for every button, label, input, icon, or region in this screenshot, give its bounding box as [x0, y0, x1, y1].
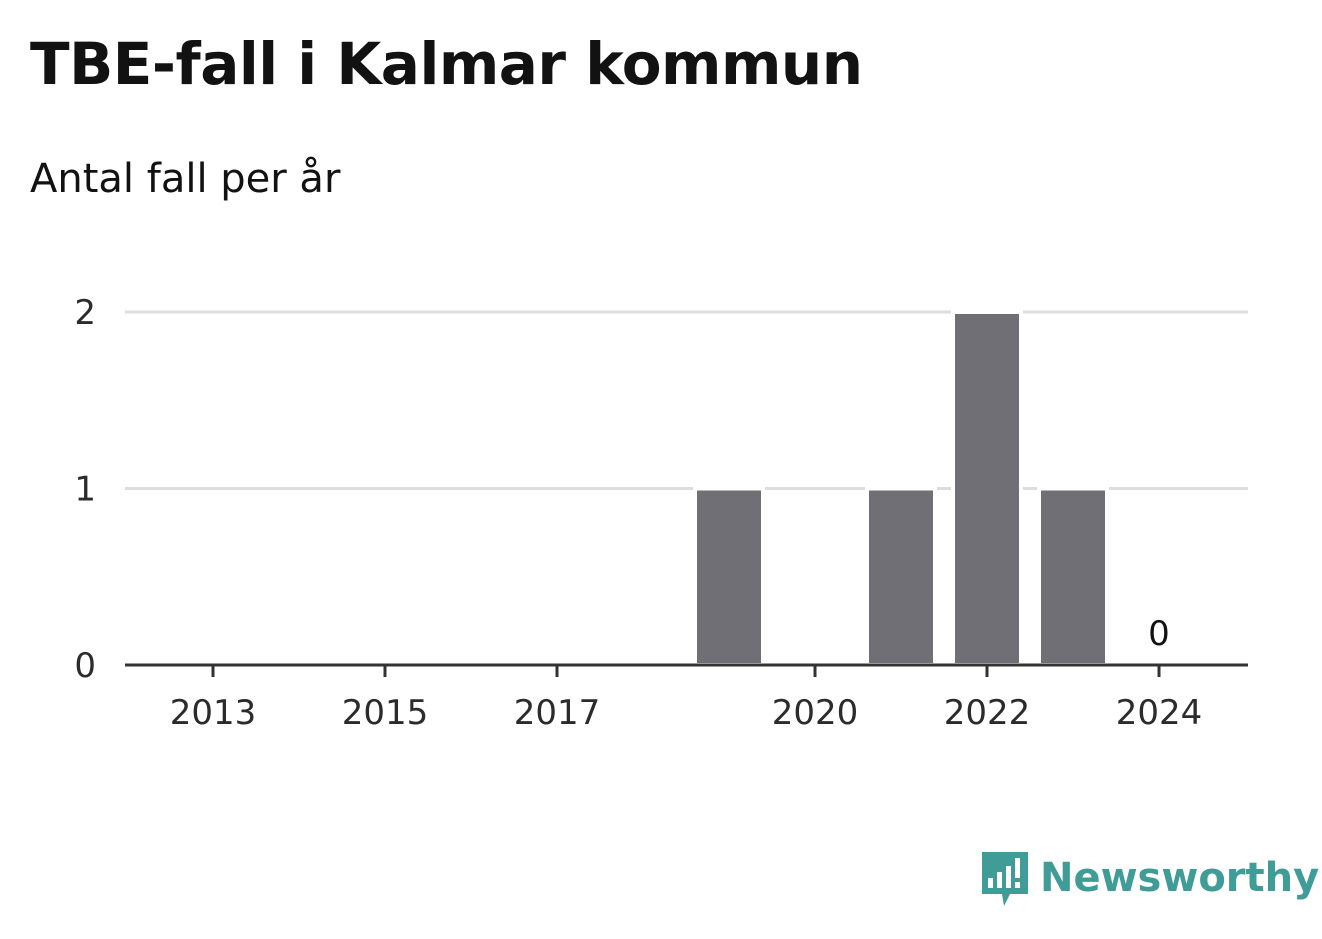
y-tick-label-2: 2 — [74, 293, 96, 333]
bar-2021 — [865, 486, 937, 667]
bar-2022 — [951, 310, 1023, 667]
y-tick-label-0: 0 — [74, 646, 96, 686]
x-tick-label-2022: 2022 — [944, 693, 1031, 733]
x-tick-label-2020: 2020 — [772, 693, 859, 733]
x-tick-label-2013: 2013 — [170, 693, 257, 733]
brand-name: Newsworthy — [1040, 855, 1320, 901]
chart-subtitle: Antal fall per år — [30, 156, 341, 202]
y-tick-label-1: 1 — [74, 470, 96, 510]
bar-2023 — [1037, 486, 1109, 667]
chart-title: TBE-fall i Kalmar kommun — [30, 30, 863, 98]
x-tick-label-2017: 2017 — [514, 693, 601, 733]
newsworthy-logo-icon — [982, 852, 1028, 906]
x-tick-label-2015: 2015 — [342, 693, 429, 733]
brand-logo: Newsworthy — [980, 848, 1319, 908]
x-tick-label-2024: 2024 — [1116, 693, 1203, 733]
bar-2019 — [693, 486, 765, 667]
data-label-2024: 0 — [1148, 614, 1170, 654]
